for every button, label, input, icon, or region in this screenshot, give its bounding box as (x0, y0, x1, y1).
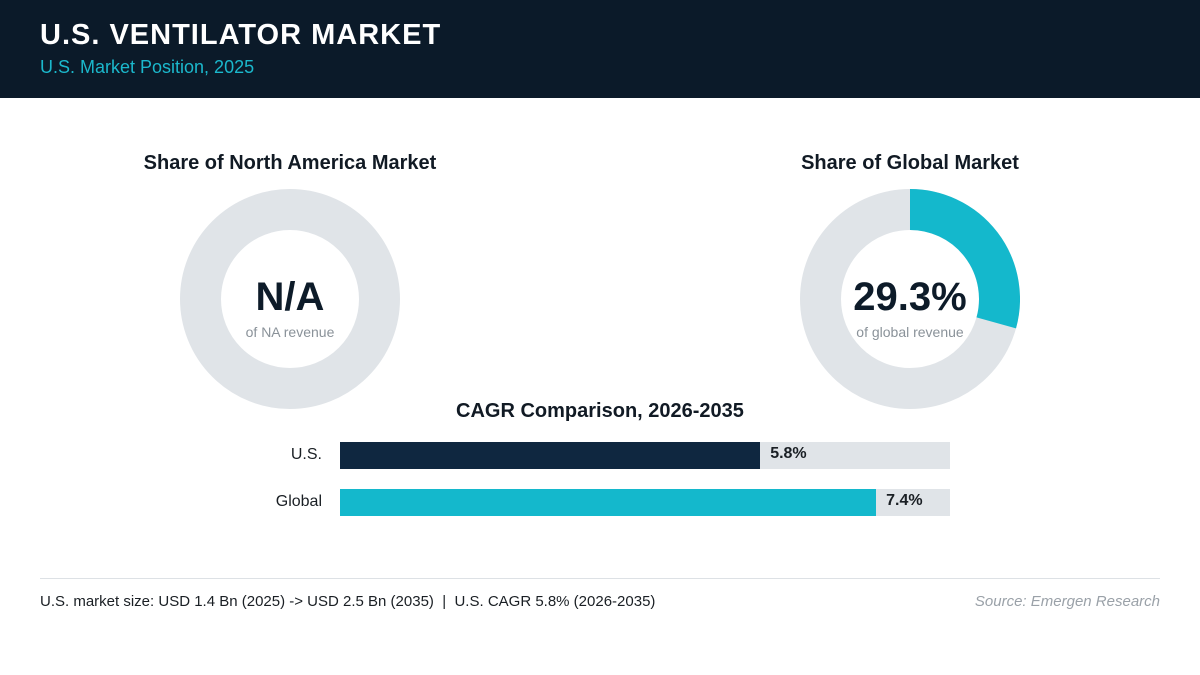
global-share-caption: of global revenue (856, 324, 964, 340)
bar-value-label: 5.8% (770, 445, 807, 462)
na-donut-track (180, 189, 400, 409)
page-subtitle: U.S. Market Position, 2025 (40, 57, 255, 77)
header-banner: U.S. VENTILATOR MARKET U.S. Market Posit… (0, 0, 1200, 98)
global-share-title: Share of Global Market (801, 152, 1019, 174)
global-share-donut: 29.3% of global revenue (800, 189, 1020, 409)
footer-note: U.S. market size: USD 1.4 Bn (2025) -> U… (40, 593, 656, 610)
na-share-caption: of NA revenue (245, 324, 335, 340)
bar-us (340, 442, 761, 469)
na-share-value: N/A (255, 275, 325, 319)
global-share-value: 29.3% (853, 275, 967, 319)
na-share-donut: N/A of NA revenue (180, 189, 400, 409)
bar-track-global: 7.4% (340, 489, 950, 516)
page-title: U.S. VENTILATOR MARKET (40, 19, 442, 51)
cagr-chart-title: CAGR Comparison, 2026-2035 (456, 400, 744, 422)
bar-category-label: U.S. (290, 446, 322, 463)
global-donut-value-arc (909, 189, 1020, 329)
na-share-title: Share of North America Market (143, 152, 437, 174)
bar-global (340, 489, 877, 516)
bar-track-us: 5.8% (340, 442, 950, 469)
bar-value-label: 7.4% (886, 492, 923, 509)
global-share-donut-svg (800, 189, 1020, 409)
source-credit: Source: Emergen Research (974, 593, 1160, 610)
footer-divider (40, 578, 1160, 579)
na-share-donut-svg (180, 189, 400, 409)
bar-category-label: Global (275, 493, 322, 510)
